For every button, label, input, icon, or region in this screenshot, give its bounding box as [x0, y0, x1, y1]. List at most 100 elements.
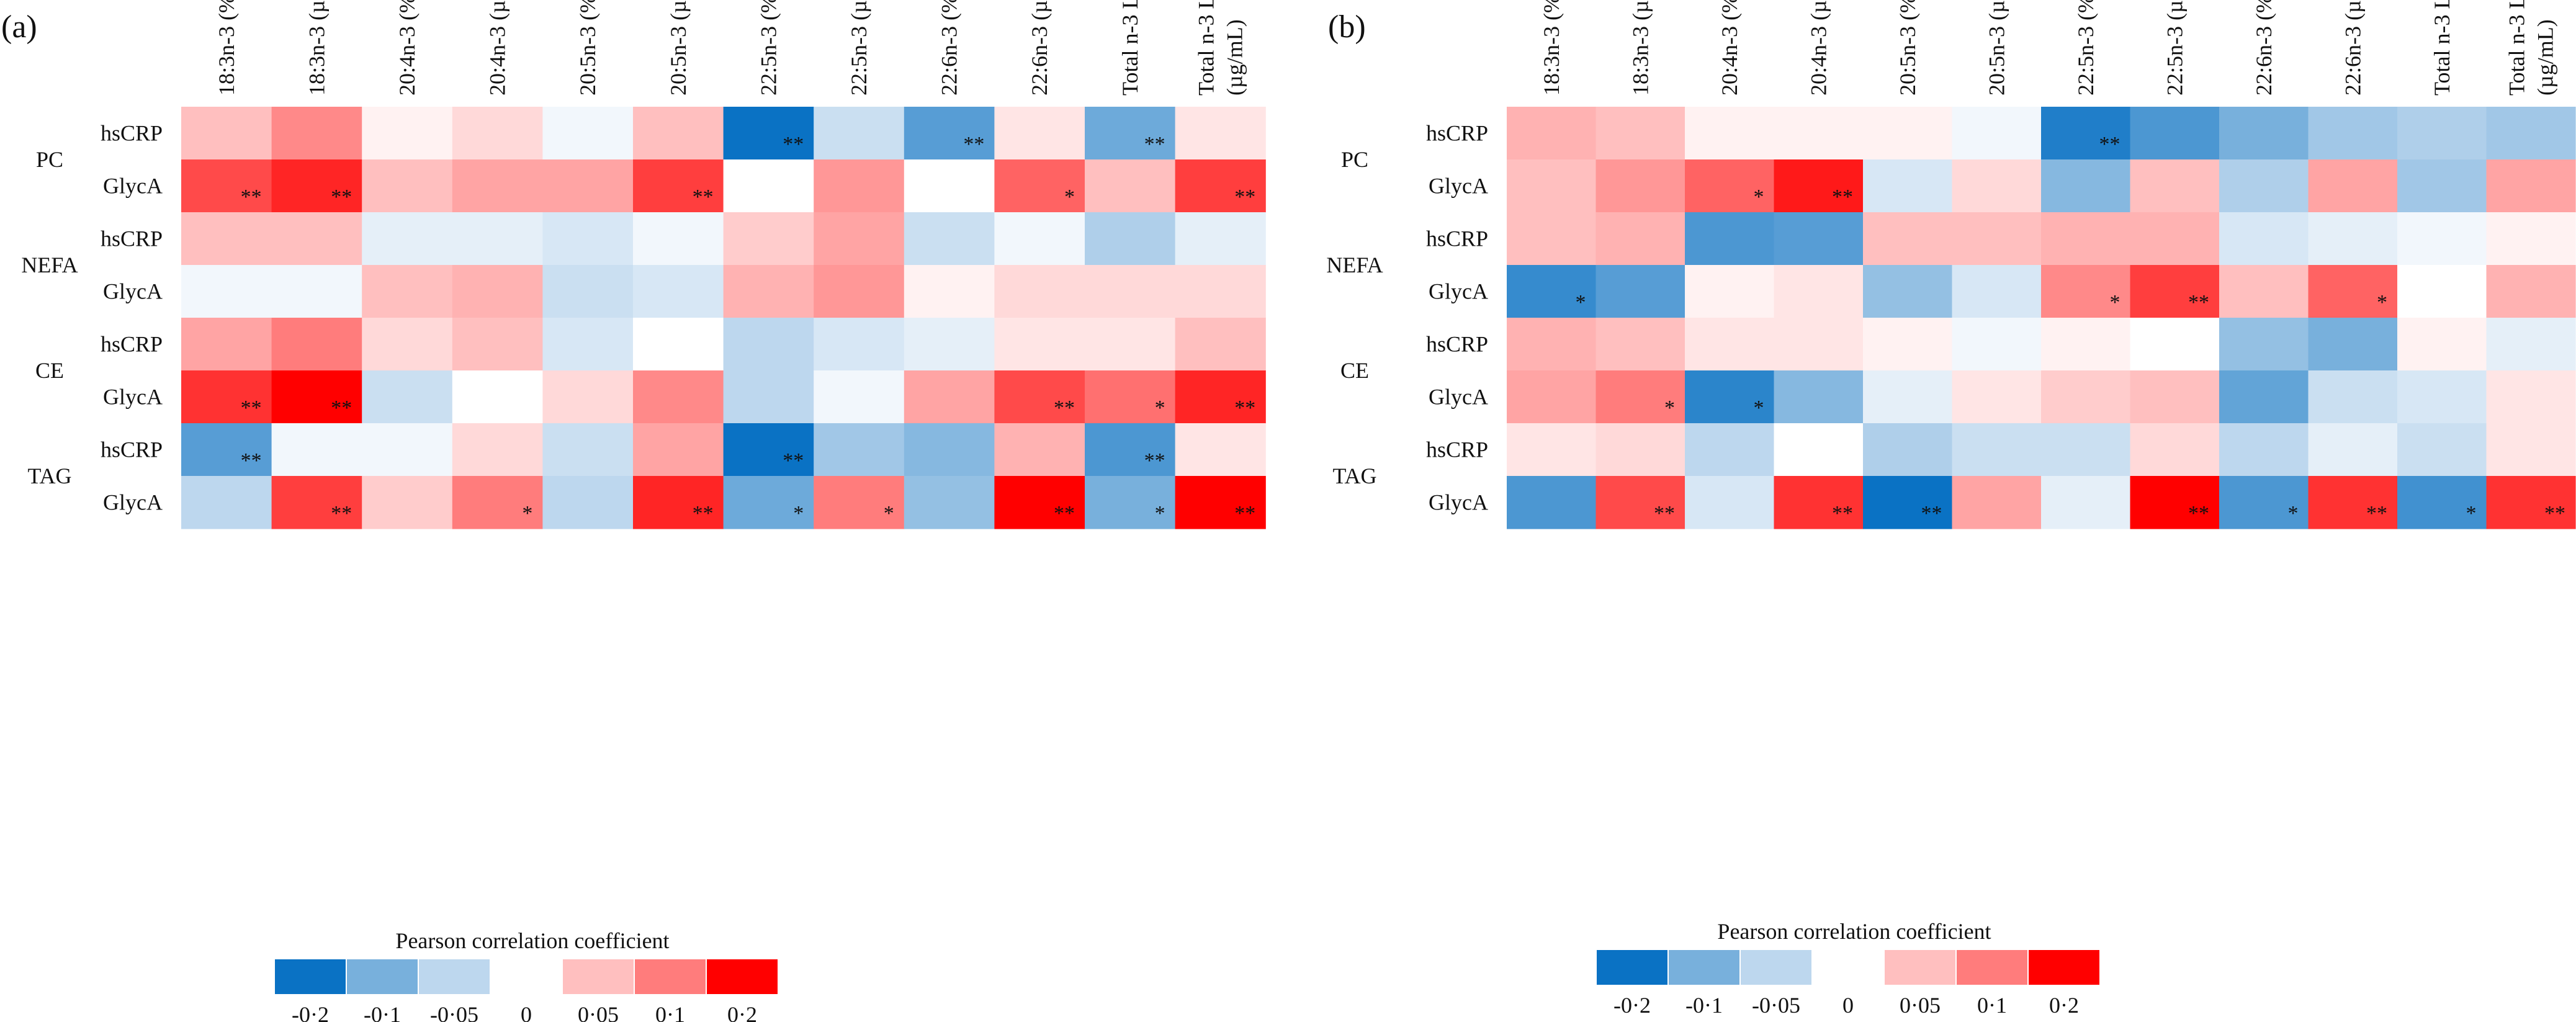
column-header: Total n-3 LC-PUFA: [2504, 0, 2529, 96]
row-label: hsCRP: [1426, 437, 1488, 462]
heatmap-cell: [633, 212, 724, 266]
legend-title: Pearson correlation coefficient: [395, 928, 669, 953]
heatmap-cell: [723, 318, 814, 371]
heatmap-cell: [452, 212, 543, 266]
legend-swatch: [1955, 949, 2029, 986]
heatmap-cell: [542, 159, 634, 213]
column-header: 20:5n-3 (%): [1895, 0, 1920, 96]
heatmap-cell: [1507, 318, 1597, 371]
heatmap-panel-a: (a)** ** **** ** ** * **** ** ** * **** ** **** * ** * *…: [1, 0, 1266, 1022]
heatmap-cell: [1863, 159, 1953, 213]
legend-swatch: [634, 958, 707, 995]
row-label: hsCRP: [1426, 332, 1488, 357]
heatmap-cell: [723, 159, 814, 213]
row-label: hsCRP: [1426, 121, 1488, 146]
heatmap-cell: [2130, 318, 2220, 371]
heatmap-cell: [271, 318, 362, 371]
legend-tick-label: -0·1: [1685, 993, 1723, 1018]
heatmap-cell: [362, 318, 453, 371]
heatmap-cell: [2308, 423, 2398, 477]
heatmap-cell: [1507, 265, 1597, 318]
heatmap-cell: [723, 107, 814, 160]
legend-tick-label: 0·05: [578, 1002, 619, 1022]
heatmap-cell: [2308, 265, 2398, 318]
heatmap-cell: [362, 423, 453, 477]
heatmap-cell: [1685, 107, 1775, 160]
heatmap-cell: [1175, 159, 1266, 213]
significance-marker: **: [693, 186, 714, 208]
row-label: GlycA: [1429, 174, 1488, 199]
heatmap-cell: [633, 476, 724, 529]
significance-marker: *: [1754, 186, 1764, 208]
heatmap-cell: [723, 423, 814, 477]
heatmap-cell: [2041, 476, 2131, 529]
heatmap-cell: [994, 476, 1085, 529]
heatmap-cell: [542, 107, 634, 160]
heatmap-cell: [814, 212, 905, 266]
significance-marker: **: [1234, 186, 1255, 208]
heatmap-cell: [1685, 476, 1775, 529]
row-label: hsCRP: [101, 121, 163, 146]
row-label: GlycA: [1429, 490, 1488, 515]
group-label: NEFA: [1326, 253, 1383, 277]
row-label: GlycA: [1429, 385, 1488, 410]
group-label: TAG: [27, 464, 71, 488]
heatmap-cell: [362, 265, 453, 318]
heatmap-cell: [2041, 212, 2131, 266]
column-header: (µg/mL): [1222, 19, 1247, 96]
column-header: 22:6n-3 (µg/mL): [1027, 0, 1052, 96]
heatmap-cell: [1175, 476, 1266, 529]
heatmap-cell: [2397, 476, 2487, 529]
heatmap-cell: [452, 107, 543, 160]
heatmap-cell: [271, 212, 362, 266]
heatmap-cell: [271, 370, 362, 424]
heatmap-cell: [1774, 265, 1864, 318]
column-header: 22:6n-3 (µg/mL): [2340, 0, 2365, 96]
heatmap-cell: [181, 107, 272, 160]
heatmap-cell: [994, 370, 1085, 424]
heatmap-cell: [181, 159, 272, 213]
heatmap-cell: [633, 423, 724, 477]
heatmap-cell: [271, 423, 362, 477]
significance-marker: **: [1144, 449, 1165, 472]
heatmap-cell: [2486, 107, 2576, 160]
group-label: PC: [1341, 147, 1368, 172]
group-label: CE: [1340, 358, 1369, 383]
legend-tick-label: -0·05: [430, 1002, 478, 1022]
heatmap-cell: [1085, 212, 1176, 266]
column-header: Total n-3 LC-PUFA: [1193, 0, 1218, 96]
heatmap-cell: [2219, 265, 2309, 318]
heatmap-cell: [271, 476, 362, 529]
heatmap-cell: [1595, 476, 1685, 529]
significance-marker: *: [2288, 502, 2299, 525]
heatmap-cell: [1507, 370, 1597, 424]
significance-marker: *: [1664, 397, 1675, 419]
heatmap-cell: [994, 318, 1085, 371]
heatmap-cell: [2130, 107, 2220, 160]
heatmap-cell: [362, 476, 453, 529]
column-header: 18:3n-3 (µg/mL): [1628, 0, 1653, 96]
row-label: GlycA: [103, 279, 163, 304]
column-header: Total n-3 LC-PUFA (%): [1118, 0, 1142, 96]
column-header: 20:4n-3 (µg/mL): [1806, 0, 1831, 96]
heatmap-cell: [1595, 318, 1685, 371]
heatmap-cell: [542, 212, 634, 266]
significance-marker: **: [241, 186, 262, 208]
heatmap-cell: [1774, 107, 1864, 160]
heatmap-cell: [362, 370, 453, 424]
legend-tick-label: 0·1: [1977, 993, 2007, 1018]
heatmap-cell: [2219, 370, 2309, 424]
heatmap-cell: [2397, 265, 2487, 318]
heatmap-cell: [2397, 159, 2487, 213]
heatmap-cell: [1774, 476, 1864, 529]
heatmap-cell: [1863, 107, 1953, 160]
heatmap-cell: [1085, 107, 1176, 160]
heatmap-cell: [181, 423, 272, 477]
heatmap-cell: [362, 107, 453, 160]
heatmap-cell: [2308, 370, 2398, 424]
heatmap-cell: [452, 423, 543, 477]
heatmap-cell: [633, 265, 724, 318]
column-header: 22:5n-3 (µg/mL): [2162, 0, 2187, 96]
heatmap-cell: [1595, 423, 1685, 477]
heatmap-cell: [1774, 159, 1864, 213]
